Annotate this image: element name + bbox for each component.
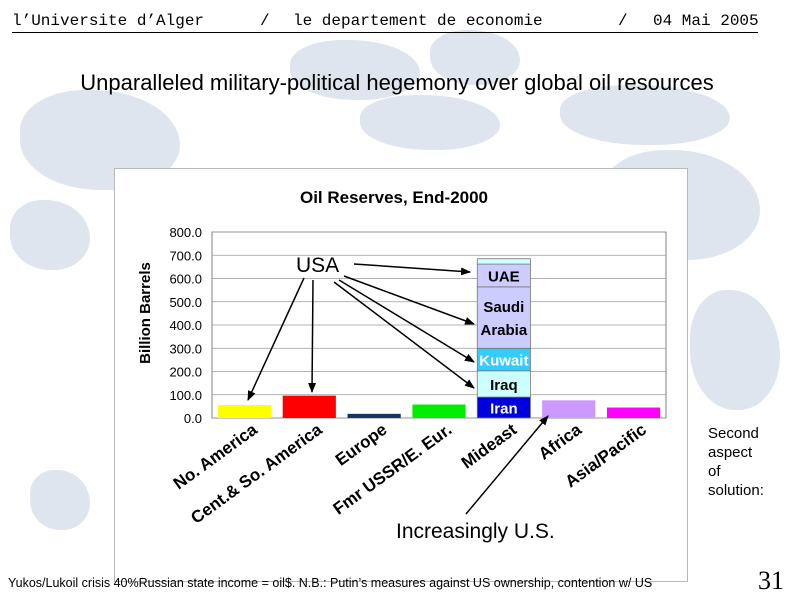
page-number: 31 — [758, 566, 784, 595]
bar-segment-label: Kuwait — [479, 353, 528, 370]
bar-segment-label: Iran — [490, 401, 518, 418]
arrow-usa-saudi — [343, 275, 475, 325]
bar-segment — [476, 286, 531, 349]
header-separator: / — [618, 12, 628, 30]
annotation-usa: USA — [296, 254, 340, 277]
category-label: Mideast — [458, 420, 521, 473]
side-note-line: aspect — [708, 444, 753, 461]
category-label: Europe — [332, 420, 391, 470]
y-tick-label: 500.0 — [169, 295, 202, 310]
bar-segment-label: UAE — [488, 268, 520, 285]
bar-segment-label: Arabia — [481, 322, 528, 339]
bar — [217, 404, 272, 418]
side-note-line: Second — [708, 425, 759, 442]
header-university: l’Universite d’Alger — [12, 12, 205, 30]
arrow-increasingly-africa — [465, 415, 549, 515]
arrow-usa-kuwait — [338, 279, 475, 363]
y-tick-label: 100.0 — [169, 388, 202, 403]
chart-title: Oil Reserves, End-2000 — [300, 188, 488, 207]
bars: Iran Iraq Kuwait Saudi Arabia UAE — [217, 258, 661, 419]
bar — [282, 395, 336, 418]
header-date: 04 Mai 2005 — [653, 12, 759, 30]
bar — [347, 413, 401, 418]
arrow-usa-no-america — [247, 277, 305, 401]
slide-title: Unparalleled military-political hegemony… — [80, 70, 714, 95]
annotation-arrows — [247, 263, 549, 515]
side-note-line: of — [708, 463, 721, 480]
bar-segment — [476, 258, 531, 265]
header-separator: / — [260, 12, 270, 30]
arrow-usa-so-america — [308, 279, 317, 393]
slide-header: l’Universite d’Alger / le departement de… — [12, 12, 759, 33]
side-note-line: solution: — [708, 482, 764, 499]
y-tick-label: 600.0 — [169, 272, 202, 287]
category-label: Fmr USSR/E. Eur. — [330, 420, 456, 519]
y-tick-label: 300.0 — [169, 341, 202, 356]
bar — [606, 407, 661, 418]
header-department: le departement de economie — [293, 12, 543, 30]
side-note: Second aspect of solution: — [708, 424, 764, 500]
y-tick-labels: 0.0 100.0 200.0 300.0 400.0 500.0 600.0 700.0 80… — [169, 225, 202, 426]
bar-segment-label: Saudi — [483, 299, 524, 316]
y-tick-label: 700.0 — [169, 248, 202, 263]
annotation-increasingly-us: Increasingly U.S. — [396, 520, 555, 543]
y-tick-label: 200.0 — [169, 365, 202, 380]
bar-segment — [476, 370, 531, 398]
bar-segment-label: Iraq — [490, 377, 518, 394]
bar — [542, 400, 596, 418]
arrow-usa-uae — [353, 263, 471, 276]
bar — [412, 404, 466, 418]
category-label: Africa — [535, 420, 586, 464]
y-axis-label: Billion Barrels — [137, 262, 154, 364]
arrow-usa-iraq — [333, 281, 475, 389]
y-tick-label: 800.0 — [169, 225, 202, 240]
y-tick-label: 0.0 — [184, 411, 202, 426]
footnote: Yukos/Lukoil crisis 40%Russian state inc… — [8, 576, 653, 590]
y-tick-label: 400.0 — [169, 318, 202, 333]
